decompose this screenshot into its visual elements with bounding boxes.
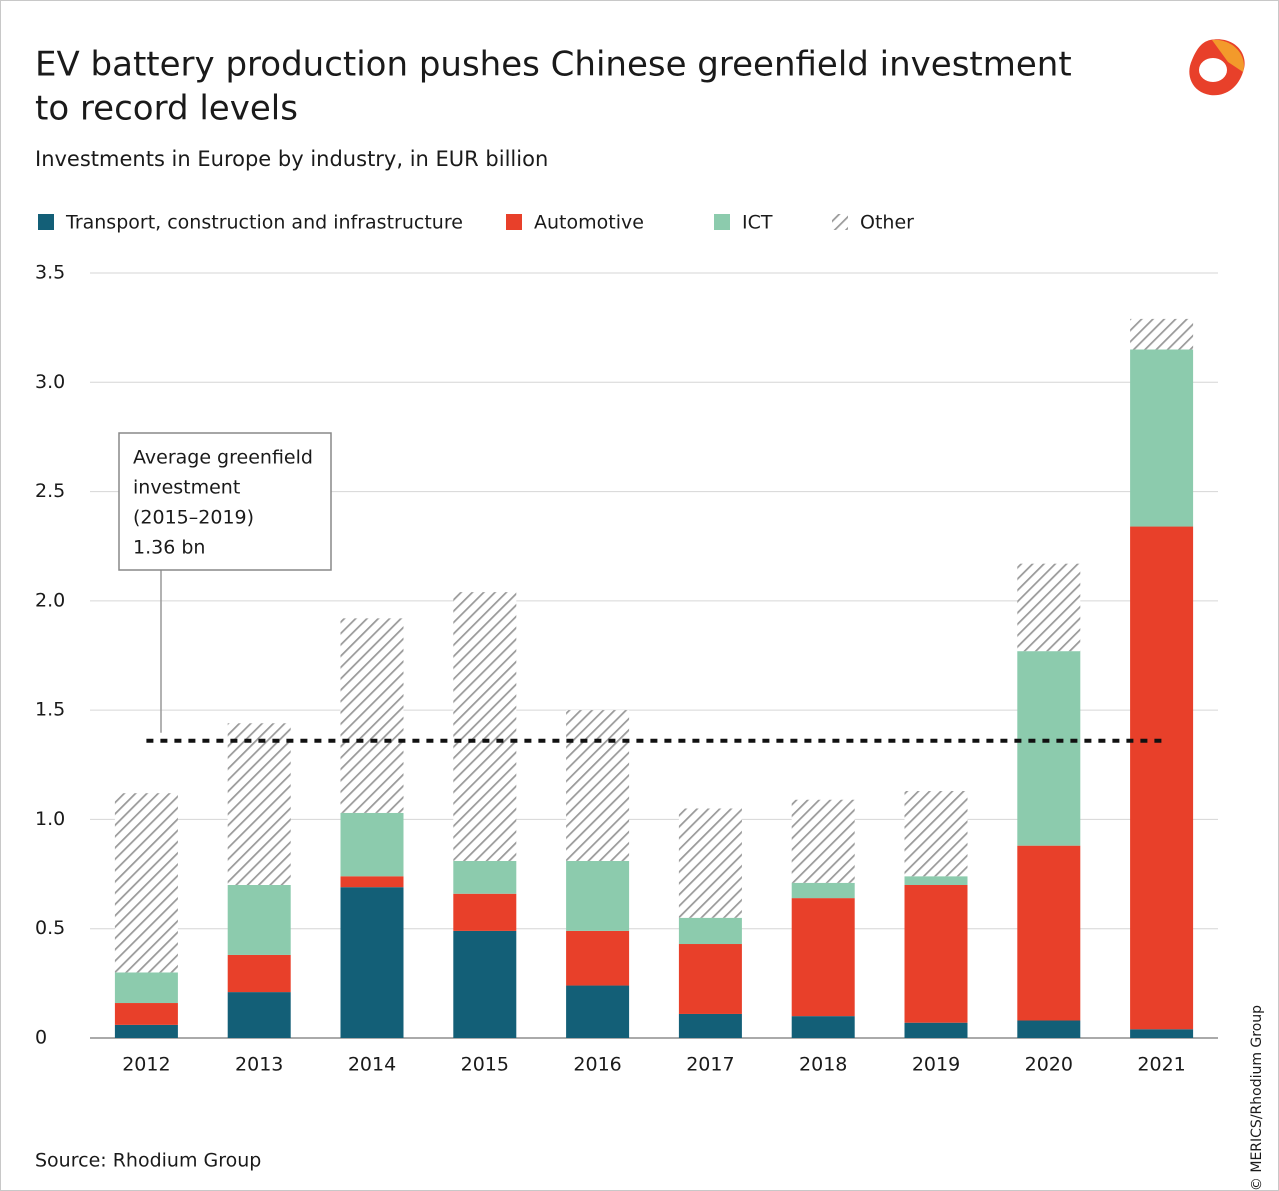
bar-segment: [227, 992, 291, 1038]
annotation-value: 1.36 bn: [133, 537, 205, 559]
annotation-text: (2015–2019): [133, 507, 254, 529]
x-tick-label: 2013: [235, 1054, 283, 1076]
annotation-text: Average greenfield: [133, 447, 313, 469]
legend-swatch: [506, 214, 522, 230]
chart-title: EV battery production pushes Chinese gre…: [35, 45, 1072, 85]
legend-label: Transport, construction and infrastructu…: [65, 212, 463, 234]
bar-segment: [114, 793, 178, 973]
source: Source: Rhodium Group: [35, 1150, 261, 1172]
bar-segment: [1017, 651, 1081, 846]
bar-segment: [791, 1016, 855, 1038]
bar-segment: [566, 860, 630, 931]
bar-segment: [1017, 563, 1081, 652]
legend-swatch: [832, 214, 848, 230]
bar-segment: [678, 808, 742, 918]
bar-segment: [340, 876, 404, 888]
legend-label: Automotive: [534, 212, 644, 234]
bar-segment: [453, 592, 517, 861]
bar-segment: [1130, 318, 1194, 350]
bar-segment: [1017, 1020, 1081, 1038]
x-tick-label: 2012: [122, 1054, 170, 1076]
legend-label: ICT: [742, 212, 773, 234]
bar-segment: [1130, 349, 1194, 527]
bar-segment: [566, 985, 630, 1038]
y-tick-label: 1.5: [35, 699, 65, 721]
y-tick-label: 0.5: [35, 917, 65, 939]
legend-swatch: [38, 214, 54, 230]
x-tick-label: 2020: [1025, 1054, 1073, 1076]
bar-segment: [1017, 845, 1081, 1021]
x-tick-label: 2016: [573, 1054, 621, 1076]
x-tick-label: 2017: [686, 1054, 734, 1076]
bar-segment: [791, 799, 855, 883]
bar-segment: [1130, 1029, 1194, 1038]
y-tick-label: 1.0: [35, 808, 65, 830]
bar-segment: [791, 898, 855, 1017]
bar-segment: [904, 885, 968, 1023]
bar-segment: [114, 1003, 178, 1025]
legend-label: Other: [860, 212, 914, 234]
bar-segment: [227, 954, 291, 993]
x-tick-label: 2019: [912, 1054, 960, 1076]
legend-swatch: [714, 214, 730, 230]
bar-segment: [340, 618, 404, 813]
bar-segment: [566, 930, 630, 986]
bar-segment: [227, 885, 291, 955]
bar-segment: [453, 860, 517, 894]
bar-segment: [340, 887, 404, 1038]
bar-segment: [227, 723, 291, 885]
bar-segment: [1130, 526, 1194, 1030]
y-tick-label: 2.0: [35, 589, 65, 611]
bar-segment: [791, 882, 855, 899]
x-tick-label: 2021: [1137, 1054, 1185, 1076]
bar-segment: [114, 1024, 178, 1038]
bar-segment: [453, 893, 517, 931]
bar-segment: [904, 876, 968, 885]
bar-segment: [566, 710, 630, 861]
bar-segment: [678, 1013, 742, 1038]
annotation-text: investment: [133, 477, 240, 499]
logo: [1189, 39, 1245, 96]
y-tick-label: 3.0: [35, 371, 65, 393]
chart-title: to record levels: [35, 89, 298, 129]
bar-segment: [904, 1022, 968, 1038]
bar-segment: [678, 944, 742, 1014]
y-tick-label: 3.5: [35, 262, 65, 284]
bar-segment: [678, 917, 742, 945]
x-tick-label: 2014: [348, 1054, 396, 1076]
bar-segment: [904, 791, 968, 877]
y-tick-label: 0: [35, 1027, 47, 1049]
chart-subtitle: Investments in Europe by industry, in EU…: [35, 147, 548, 171]
x-tick-label: 2018: [799, 1054, 847, 1076]
bar-segment: [453, 930, 517, 1038]
x-tick-label: 2015: [461, 1054, 509, 1076]
credit: © MERICS/Rhodium Group: [1249, 1005, 1265, 1191]
bar-segment: [340, 812, 404, 877]
bar-segment: [114, 972, 178, 1004]
y-tick-label: 2.5: [35, 480, 65, 502]
annotation-box: [118, 432, 332, 571]
